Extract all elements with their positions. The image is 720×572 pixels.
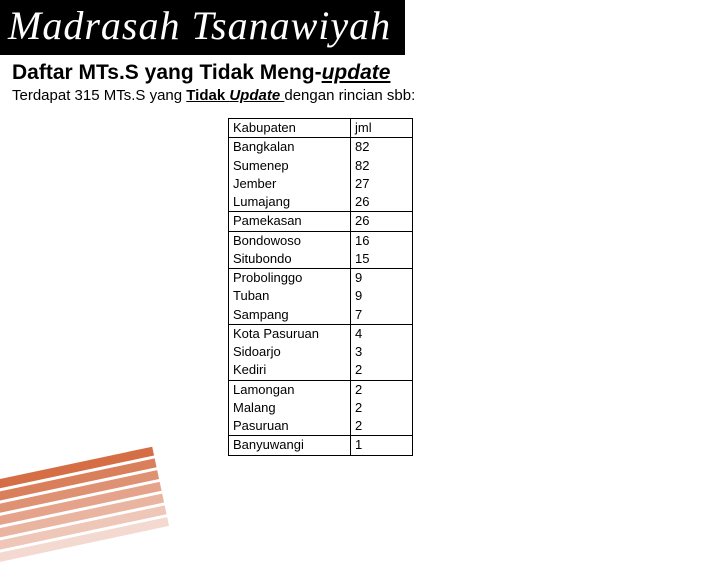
table-body: Bangkalan82Sumenep82Jember27Lumajang26Pa… xyxy=(229,138,413,455)
cell-kabupaten: Banyuwangi xyxy=(229,436,351,455)
table-row: Bangkalan82 xyxy=(229,138,413,157)
table-row: Jember27 xyxy=(229,175,413,193)
cell-jml: 2 xyxy=(351,417,413,436)
cell-kabupaten: Sidoarjo xyxy=(229,343,351,361)
description-update: Update xyxy=(229,87,284,104)
table-row: Probolinggo9 xyxy=(229,269,413,288)
table-header-row: Kabupaten jml xyxy=(229,119,413,138)
table-row: Lamongan2 xyxy=(229,380,413,399)
subtitle-prefix: Daftar MTs.S yang Tidak Meng- xyxy=(12,61,322,84)
cell-kabupaten: Lamongan xyxy=(229,380,351,399)
table-row: Sampang7 xyxy=(229,306,413,325)
cell-jml: 4 xyxy=(351,324,413,343)
table-row: Situbondo15 xyxy=(229,250,413,269)
cell-jml: 1 xyxy=(351,436,413,455)
cell-jml: 2 xyxy=(351,361,413,380)
table-row: Kediri2 xyxy=(229,361,413,380)
table-row: Sumenep82 xyxy=(229,157,413,175)
cell-jml: 2 xyxy=(351,380,413,399)
cell-kabupaten: Malang xyxy=(229,399,351,417)
description: Terdapat 315 MTs.S yang Tidak Update den… xyxy=(12,87,720,104)
cell-kabupaten: Situbondo xyxy=(229,250,351,269)
cell-kabupaten: Bondowoso xyxy=(229,231,351,250)
cell-jml: 82 xyxy=(351,157,413,175)
cell-jml: 16 xyxy=(351,231,413,250)
description-suffix: dengan rincian sbb: xyxy=(284,87,415,104)
description-tidak: Tidak xyxy=(186,87,229,104)
col-header-kabupaten: Kabupaten xyxy=(229,119,351,138)
table-row: Pasuruan2 xyxy=(229,417,413,436)
page-title: Madrasah Tsanawiyah xyxy=(8,2,397,49)
cell-jml: 26 xyxy=(351,193,413,212)
subtitle-underlined: update xyxy=(322,61,391,84)
table-row: Pamekasan26 xyxy=(229,212,413,231)
cell-jml: 2 xyxy=(351,399,413,417)
cell-jml: 7 xyxy=(351,306,413,325)
cell-jml: 9 xyxy=(351,287,413,305)
corner-accent xyxy=(0,422,149,567)
cell-kabupaten: Sampang xyxy=(229,306,351,325)
cell-jml: 27 xyxy=(351,175,413,193)
cell-jml: 3 xyxy=(351,343,413,361)
table-row: Kota Pasuruan4 xyxy=(229,324,413,343)
table-row: Malang2 xyxy=(229,399,413,417)
table-row: Bondowoso16 xyxy=(229,231,413,250)
cell-kabupaten: Bangkalan xyxy=(229,138,351,157)
subtitle: Daftar MTs.S yang Tidak Meng-update xyxy=(12,61,720,85)
description-prefix: Terdapat 315 MTs.S yang xyxy=(12,87,186,104)
cell-kabupaten: Sumenep xyxy=(229,157,351,175)
cell-jml: 9 xyxy=(351,269,413,288)
cell-kabupaten: Tuban xyxy=(229,287,351,305)
cell-kabupaten: Pasuruan xyxy=(229,417,351,436)
header-bar: Madrasah Tsanawiyah xyxy=(0,0,405,55)
cell-kabupaten: Jember xyxy=(229,175,351,193)
col-header-jml: jml xyxy=(351,119,413,138)
cell-jml: 82 xyxy=(351,138,413,157)
cell-kabupaten: Pamekasan xyxy=(229,212,351,231)
cell-kabupaten: Probolinggo xyxy=(229,269,351,288)
cell-kabupaten: Kota Pasuruan xyxy=(229,324,351,343)
cell-jml: 15 xyxy=(351,250,413,269)
table-row: Sidoarjo3 xyxy=(229,343,413,361)
cell-kabupaten: Kediri xyxy=(229,361,351,380)
cell-jml: 26 xyxy=(351,212,413,231)
cell-kabupaten: Lumajang xyxy=(229,193,351,212)
table-row: Tuban9 xyxy=(229,287,413,305)
table-row: Lumajang26 xyxy=(229,193,413,212)
data-table: Kabupaten jml Bangkalan82Sumenep82Jember… xyxy=(228,118,413,456)
table-row: Banyuwangi1 xyxy=(229,436,413,455)
